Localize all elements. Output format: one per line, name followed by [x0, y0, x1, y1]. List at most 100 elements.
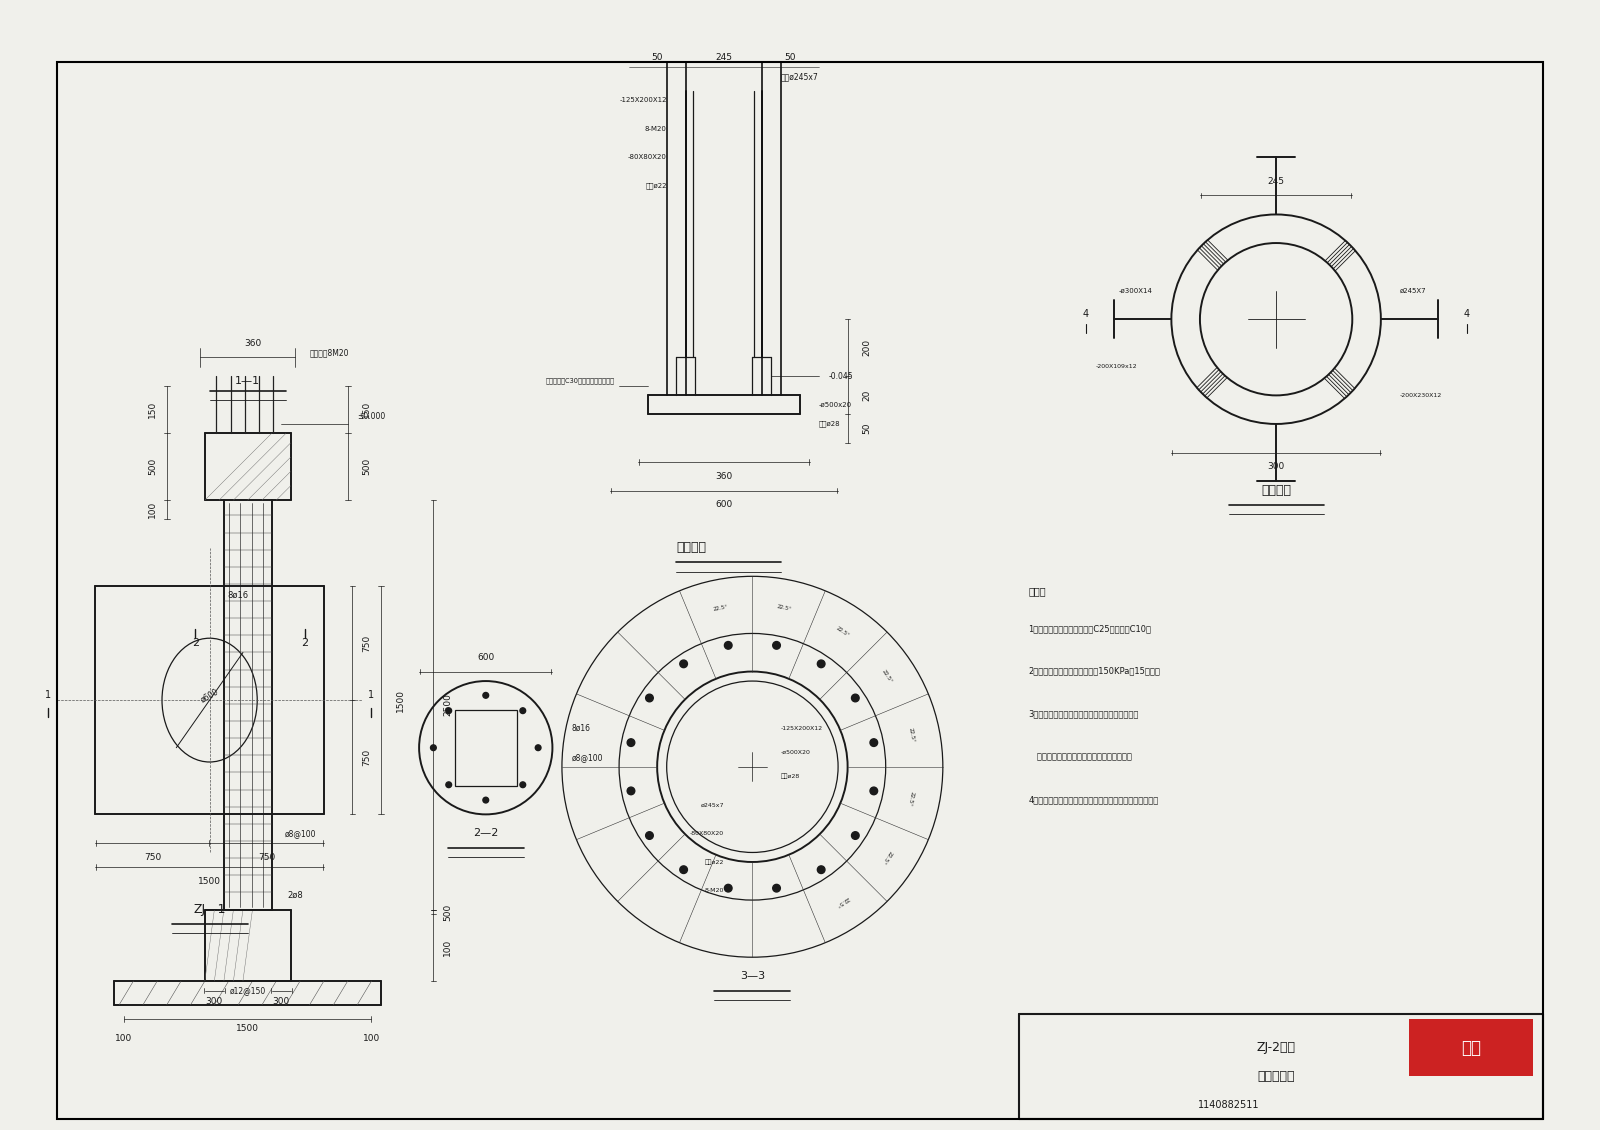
- Text: 750: 750: [362, 634, 371, 652]
- Circle shape: [818, 866, 826, 873]
- Text: 柱顶大样: 柱顶大样: [1261, 484, 1291, 497]
- Text: 750: 750: [362, 748, 371, 766]
- Text: 22.5°: 22.5°: [776, 605, 792, 612]
- Text: 600: 600: [715, 501, 733, 510]
- Text: 300: 300: [206, 998, 222, 1007]
- Text: 360: 360: [243, 339, 261, 348]
- Text: 说明：: 说明：: [1029, 585, 1046, 596]
- Text: ±0.000: ±0.000: [357, 411, 386, 420]
- Text: 200: 200: [862, 339, 870, 356]
- Circle shape: [520, 782, 526, 788]
- Text: 22.5°: 22.5°: [714, 605, 728, 612]
- Circle shape: [627, 739, 635, 747]
- Text: 500: 500: [147, 458, 157, 476]
- Text: 1500: 1500: [198, 877, 221, 886]
- Text: 150: 150: [362, 401, 371, 418]
- Text: 22.5°: 22.5°: [907, 728, 915, 744]
- Circle shape: [870, 788, 878, 794]
- Text: 50: 50: [862, 423, 870, 434]
- Circle shape: [773, 885, 781, 892]
- Text: 150: 150: [147, 401, 157, 418]
- Bar: [454, 710, 517, 785]
- Text: 留孔ø22: 留孔ø22: [704, 859, 723, 864]
- Text: 4：如果基础开挜情况与设计不符，请通知设计䮨员修改。: 4：如果基础开挜情况与设计不符，请通知设计䮨员修改。: [1029, 796, 1158, 805]
- Text: 50: 50: [651, 53, 662, 62]
- Text: -80X80X20: -80X80X20: [690, 831, 723, 836]
- Text: 750: 750: [144, 853, 162, 862]
- Text: 1: 1: [368, 690, 374, 701]
- Text: 1140882511: 1140882511: [1198, 1099, 1259, 1110]
- Text: 留孔ø28: 留孔ø28: [819, 420, 840, 427]
- Text: -ø300X14: -ø300X14: [1118, 288, 1152, 294]
- Text: ø245X7: ø245X7: [1400, 288, 1427, 294]
- Circle shape: [536, 745, 541, 750]
- Text: 柱脚大样: 柱脚大样: [677, 541, 706, 554]
- Text: 300: 300: [1267, 462, 1285, 471]
- Text: 8-M20: 8-M20: [645, 125, 667, 132]
- Text: ø12@150: ø12@150: [229, 986, 266, 996]
- Text: 2500: 2500: [443, 694, 453, 716]
- Circle shape: [483, 693, 488, 698]
- Text: 3—3: 3—3: [739, 972, 765, 981]
- Text: 100: 100: [115, 1034, 133, 1043]
- Text: 22.5°: 22.5°: [880, 669, 893, 685]
- Text: ø8@100: ø8@100: [571, 753, 603, 762]
- Text: -80X80X20: -80X80X20: [627, 155, 667, 160]
- Text: 1500: 1500: [237, 1024, 259, 1033]
- Text: -0.045: -0.045: [829, 372, 853, 381]
- Text: 245: 245: [715, 53, 733, 62]
- Text: 4: 4: [1464, 310, 1470, 320]
- Text: 8ø16: 8ø16: [571, 724, 590, 733]
- Circle shape: [680, 660, 688, 668]
- Text: 安装定位后C30细石混凝土高压灌浆: 安装定位后C30细石混凝土高压灌浆: [546, 377, 614, 384]
- Text: 100: 100: [443, 939, 453, 956]
- Text: 750: 750: [258, 853, 275, 862]
- Text: -200X109x12: -200X109x12: [1094, 364, 1138, 370]
- Text: 1—1: 1—1: [235, 376, 261, 386]
- Text: 1：本工程混凝土强度等级为C25，垫层为C10。: 1：本工程混凝土强度等级为C25，垫层为C10。: [1029, 624, 1152, 633]
- Text: 2ø8: 2ø8: [288, 890, 302, 899]
- Text: 抗风柱大样: 抗风柱大样: [1258, 1070, 1294, 1083]
- Text: 8ø16: 8ø16: [227, 591, 248, 600]
- Text: 22.5°: 22.5°: [835, 626, 850, 638]
- Circle shape: [851, 694, 859, 702]
- Bar: [1410, 1019, 1533, 1076]
- Text: 留孔ø28: 留孔ø28: [781, 774, 800, 779]
- Text: 500: 500: [362, 458, 371, 476]
- Text: 500: 500: [443, 903, 453, 921]
- Text: 245: 245: [1267, 176, 1285, 185]
- Text: 2：持力层基础承载力标准値为150KPa（15吨）。: 2：持力层基础承载力标准値为150KPa（15吨）。: [1029, 667, 1160, 676]
- Text: -ø500x20: -ø500x20: [819, 402, 853, 408]
- Text: 20: 20: [862, 390, 870, 401]
- Text: 2—2: 2—2: [474, 828, 499, 838]
- Text: 留孔ø22: 留孔ø22: [645, 183, 667, 189]
- Text: ø8@100: ø8@100: [285, 829, 315, 838]
- Text: 100: 100: [363, 1034, 381, 1043]
- Text: -200X230X12: -200X230X12: [1400, 393, 1442, 398]
- Text: 50: 50: [784, 53, 797, 62]
- Text: 知末: 知末: [1461, 1038, 1482, 1057]
- Circle shape: [627, 788, 635, 794]
- Text: 22.5°: 22.5°: [880, 849, 893, 864]
- Text: ZJ—1: ZJ—1: [194, 903, 226, 916]
- Text: 360: 360: [715, 472, 733, 481]
- Circle shape: [520, 707, 526, 713]
- Circle shape: [725, 885, 733, 892]
- Circle shape: [430, 745, 437, 750]
- Text: -ø500X20: -ø500X20: [781, 750, 811, 755]
- Circle shape: [851, 832, 859, 840]
- Text: 22.5°: 22.5°: [835, 895, 850, 907]
- Circle shape: [818, 660, 826, 668]
- Text: -125X200X12: -125X200X12: [781, 727, 822, 731]
- Text: 300: 300: [272, 998, 290, 1007]
- Circle shape: [646, 832, 653, 840]
- Text: 深度也不得超过原建筑物基础的埋置深度。: 深度也不得超过原建筑物基础的埋置深度。: [1029, 753, 1131, 762]
- Text: 600: 600: [477, 653, 494, 662]
- Circle shape: [446, 782, 451, 788]
- Text: 预埋螺栓8M20: 预埋螺栓8M20: [310, 348, 349, 357]
- Text: 1500: 1500: [395, 688, 405, 712]
- Text: 钢管ø245x7: 钢管ø245x7: [781, 72, 819, 81]
- Text: ø600: ø600: [198, 687, 221, 704]
- Text: 4: 4: [1083, 310, 1088, 320]
- Text: ZJ-2大样: ZJ-2大样: [1256, 1041, 1296, 1054]
